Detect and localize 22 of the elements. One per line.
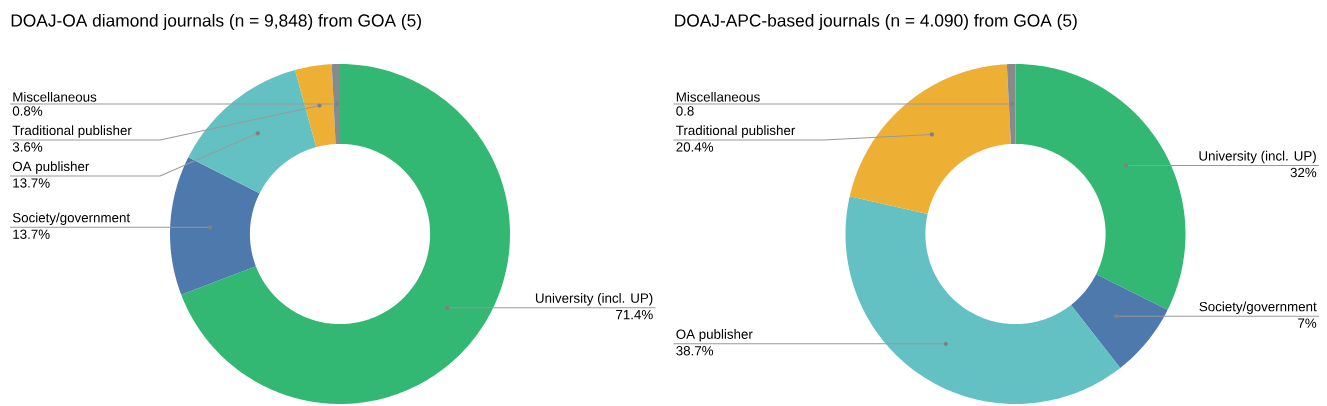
slice-label: University (incl. UP) [1199, 150, 1316, 164]
data-label: 32% [1290, 167, 1317, 178]
data-label: 13.7% [13, 178, 50, 188]
data-label: 13.7% [13, 229, 50, 239]
data-label: 7% [1298, 318, 1317, 328]
slice-label: Traditional publisher [12, 125, 132, 138]
slice-label: Traditional publisher [676, 125, 796, 138]
slice-label: OA publisher [12, 161, 90, 174]
data-label: 38.7% [676, 346, 714, 356]
slice-label: Society/government [1199, 301, 1317, 314]
slice-label: Miscellaneous [676, 91, 760, 102]
slice-label: University (incl. UP) [535, 293, 653, 306]
chart-title: DOAJ-APC-based journals (n = 4.090) from GOA (5) [675, 13, 1077, 31]
data-label: 71.4% [616, 309, 653, 320]
data-label: 20.4% [676, 142, 714, 152]
slice-label: Miscellaneous [13, 91, 97, 102]
slice-label: OA publisher [676, 329, 753, 342]
data-label: 0.8 [676, 106, 694, 116]
slice-label: Society/government [12, 212, 131, 225]
chart-title: DOAJ-OA diamond journals (n = 9,848) from GOA (5) [11, 13, 421, 31]
data-label: 0.8% [12, 106, 43, 116]
data-label: 3.6% [12, 142, 43, 152]
